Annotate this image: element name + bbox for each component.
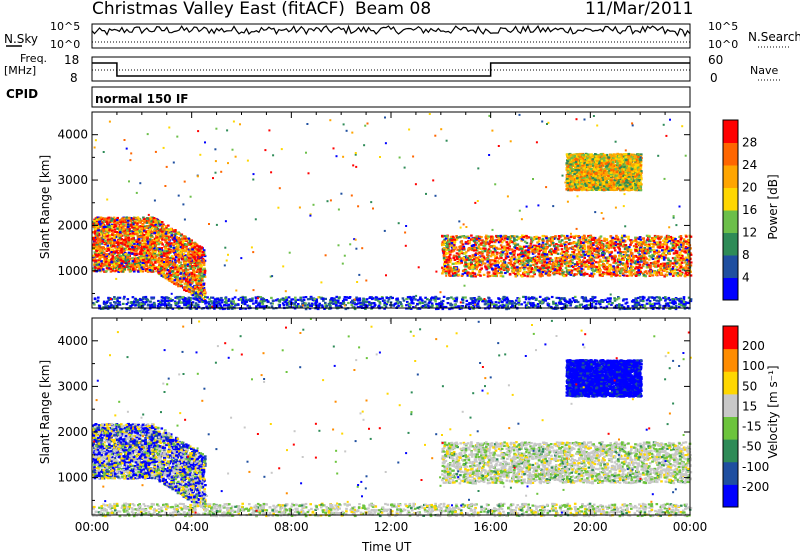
power-ytick-label: 2000 <box>57 218 88 232</box>
power-ytick-label: 1000 <box>57 264 88 278</box>
freq-panel-frame <box>92 57 690 81</box>
x-tick-label: 00:00 <box>673 520 708 534</box>
velocity-colorbar-tick-label: -50 <box>742 440 762 454</box>
cpid-panel-frame <box>92 87 690 107</box>
x-tick-label: 16:00 <box>473 520 508 534</box>
velocity-colorbar-tick-label: 50 <box>742 379 757 393</box>
power-colorbar-tick-label: 4 <box>742 271 750 285</box>
x-tick-label: 20:00 <box>573 520 608 534</box>
power-colorbar-tick-label: 28 <box>742 136 757 150</box>
velocity-colorbar-tick-label: 15 <box>742 399 757 413</box>
frequency-trace <box>92 63 690 76</box>
velocity-colorbar-tick-label: 200 <box>742 339 765 353</box>
power-colorbar-tick-label: 20 <box>742 181 757 195</box>
power-colorbar-tick-label: 16 <box>742 203 757 217</box>
nsky-panel-frame <box>92 24 690 48</box>
power-colorbar-segment <box>723 188 738 211</box>
x-tick-label: 04:00 <box>174 520 209 534</box>
velocity-colorbar-tick-label: 100 <box>742 359 765 373</box>
power-colorbar-tick-label: 8 <box>742 248 750 262</box>
velocity-colorbar-segment <box>723 462 738 485</box>
power-ytick-label: 4000 <box>57 128 88 142</box>
power-colorbar-tick-label: 24 <box>742 158 757 172</box>
power-scatter-group <box>92 113 693 310</box>
power-colorbar-segment <box>723 210 738 233</box>
power-colorbar-segment <box>723 165 738 188</box>
velocity-colorbar-segment <box>723 349 738 372</box>
velocity-colorbar-segment <box>723 484 738 507</box>
x-tick-label: 12:00 <box>374 520 409 534</box>
velocity-colorbar-segment <box>723 394 738 417</box>
power-colorbar-segment <box>723 255 738 278</box>
velocity-colorbar-tick-label: -100 <box>742 460 769 474</box>
x-tick-label: 00:00 <box>75 520 110 534</box>
power-colorbar-tick-label: 12 <box>742 226 757 240</box>
nsky-trace <box>92 26 690 36</box>
velocity-ytick-label: 4000 <box>57 334 88 348</box>
power-colorbar-segment <box>723 233 738 256</box>
velocity-ytick-label: 2000 <box>57 425 88 439</box>
velocity-colorbar-segment <box>723 326 738 349</box>
velocity-colorbar-tick-label: -15 <box>742 420 762 434</box>
velocity-ytick-label: 3000 <box>57 379 88 393</box>
velocity-colorbar-tick-label: -200 <box>742 480 769 494</box>
velocity-colorbar-segment <box>723 439 738 462</box>
velocity-ytick-label: 1000 <box>57 471 88 485</box>
x-tick-label: 08:00 <box>274 520 309 534</box>
power-ytick-label: 3000 <box>57 173 88 187</box>
velocity-colorbar-segment <box>723 417 738 440</box>
power-colorbar-segment <box>723 120 738 143</box>
velocity-scatter-group <box>92 318 692 517</box>
velocity-colorbar-segment <box>723 371 738 394</box>
power-colorbar-segment <box>723 143 738 166</box>
power-colorbar-segment <box>723 278 738 301</box>
